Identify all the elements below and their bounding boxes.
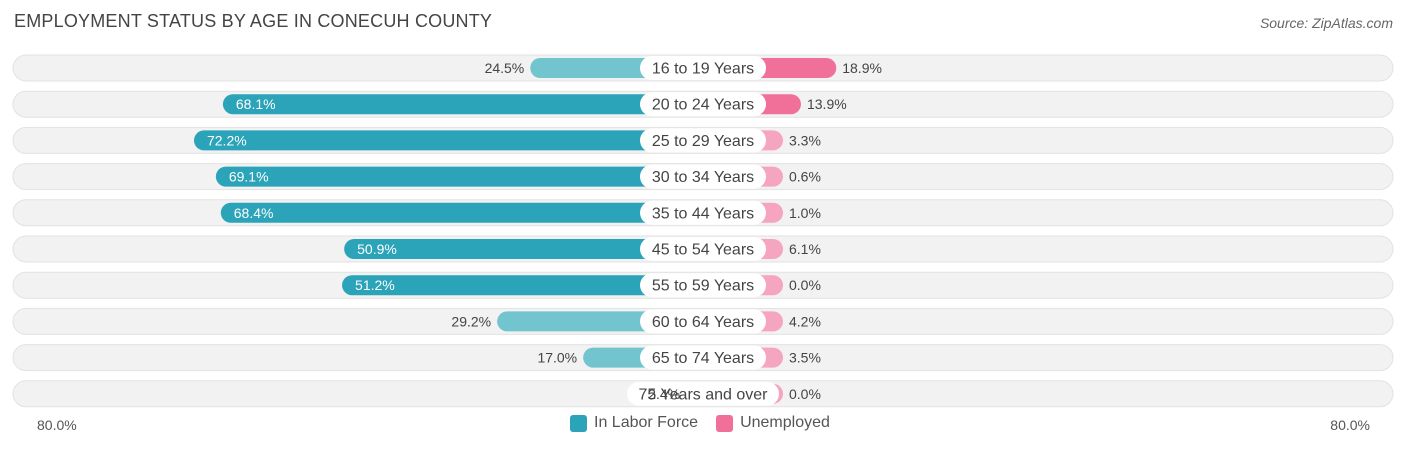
bar-labor-force: [222, 94, 703, 115]
axis-right-label: 80.0%: [1330, 417, 1370, 433]
source-credit: Source: ZipAtlas.com: [1259, 15, 1393, 31]
category-label: 25 to 29 Years: [652, 133, 754, 150]
value-label-labor: 51.2%: [355, 277, 395, 293]
bar-labor-force: [342, 275, 703, 296]
value-label-labor: 24.5%: [485, 60, 525, 76]
bar-labor-force: [344, 239, 703, 259]
category-label: 65 to 74 Years: [652, 350, 754, 367]
value-label-labor: 68.1%: [236, 96, 276, 112]
category-label: 45 to 54 Years: [652, 242, 754, 259]
category-pill: [640, 128, 766, 153]
category-label: 16 to 19 Years: [652, 61, 754, 78]
category-pill: [640, 309, 766, 334]
value-label-unemployed: 3.5%: [789, 350, 821, 366]
value-label-labor: 72.2%: [207, 132, 247, 148]
value-label-labor: 17.0%: [537, 350, 577, 366]
value-label-labor: 29.2%: [451, 313, 491, 329]
category-pill: [640, 273, 766, 298]
category-pill: [640, 237, 766, 261]
value-label-unemployed: 18.9%: [842, 60, 882, 76]
legend-swatch-unemployed: [716, 414, 734, 432]
value-label-labor: 69.1%: [229, 169, 269, 185]
legend-label-unemployed: Unemployed: [740, 414, 830, 431]
category-pill: [640, 92, 766, 117]
category-label: 55 to 59 Years: [652, 278, 754, 295]
category-label: 20 to 24 Years: [652, 97, 754, 114]
legend-label-labor: In Labor Force: [594, 414, 699, 431]
category-pill: [640, 56, 766, 80]
axis-left-label: 80.0%: [37, 417, 77, 433]
category-pill: [640, 345, 766, 370]
bar-labor-force: [220, 202, 703, 223]
value-label-unemployed: 4.2%: [789, 313, 821, 329]
legend: In Labor Force Unemployed: [570, 414, 848, 432]
value-label-labor: 50.9%: [357, 241, 397, 257]
category-label: 60 to 64 Years: [652, 314, 754, 331]
value-label-labor: 2.4%: [648, 386, 680, 402]
value-label-unemployed: 3.3%: [789, 132, 821, 148]
legend-item-unemployed: Unemployed: [716, 414, 830, 432]
chart-svg: 16 to 19 Years 24.5% 18.9% 20 to 24 Years 68…: [12, 54, 1394, 408]
value-label-labor: 68.4%: [234, 205, 274, 221]
value-label-unemployed: 13.9%: [807, 96, 847, 112]
chart-title: EMPLOYMENT STATUS BY AGE IN CONECUH COUN…: [14, 11, 493, 31]
value-label-unemployed: 6.1%: [789, 241, 821, 257]
value-label-unemployed: 0.0%: [789, 277, 821, 293]
legend-swatch-labor: [570, 414, 587, 432]
category-pill: [627, 381, 779, 406]
value-label-unemployed: 0.6%: [789, 169, 821, 185]
category-pill: [640, 164, 766, 189]
bar-labor-force: [193, 130, 704, 151]
value-label-unemployed: 1.0%: [789, 205, 821, 221]
category-label: 30 to 34 Years: [652, 169, 754, 186]
bar-labor-force: [215, 166, 703, 187]
category-label: 35 to 44 Years: [652, 205, 754, 222]
value-label-unemployed: 0.0%: [789, 386, 821, 402]
category-pill: [640, 200, 766, 225]
category-label: 75 Years and over: [639, 386, 769, 403]
legend-item-labor: In Labor Force: [570, 414, 698, 432]
